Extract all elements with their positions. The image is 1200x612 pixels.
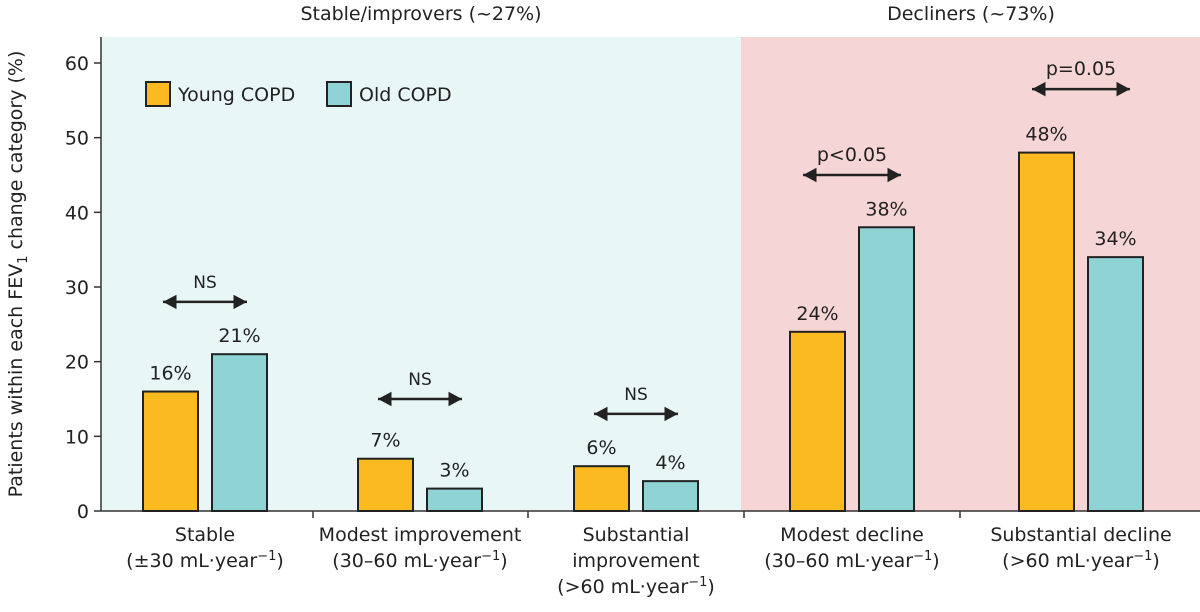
legend-swatch-1 [326,81,352,107]
y-tick-label: 60 [65,53,89,75]
data-label-old-0: 21% [218,325,260,347]
data-label-old-3: 38% [865,198,907,220]
data-label-young-4: 48% [1025,124,1067,146]
group-region-stable [101,37,741,511]
data-label-old-1: 3% [439,460,469,482]
arrow-head [664,406,678,422]
y-tick-label: 30 [65,277,89,299]
data-label-young-1: 7% [370,430,400,452]
category-label-2: (>60 mL·year−1) [557,575,715,598]
bar-young-4 [1018,151,1075,512]
arrow-head [803,167,817,183]
category-label-2: improvement [572,550,700,572]
significance-3: p<0.05 [803,144,901,183]
significance-0: NS [163,273,247,310]
significance-label-0: NS [193,273,217,293]
category-label-1: Modest improvement [319,524,522,546]
legend-label-1: Old COPD [359,84,452,106]
bar-young-2 [573,465,630,513]
arrow-head [594,406,608,422]
data-label-old-4: 34% [1094,228,1136,250]
data-label-young-3: 24% [796,303,838,325]
category-label-4: Substantial decline [990,524,1171,546]
arrow-head [448,391,462,407]
y-tick-label: 0 [77,501,89,523]
data-label-young-2: 6% [586,437,616,459]
category-label-4: (>60 mL·year−1) [1002,549,1160,572]
arrow-head [163,294,177,310]
category-label-1: (30–60 mL·year−1) [332,549,507,572]
significance-2: NS [594,385,678,422]
arrow-head [378,391,392,407]
arrow-head [1032,81,1046,97]
significance-label-1: NS [408,370,432,390]
bar-young-1 [357,457,414,513]
group-label-decliners: Decliners (~73%) [887,3,1055,25]
y-tick-label: 20 [65,352,89,374]
arrow-head [233,294,247,310]
arrow-head [1116,81,1130,97]
bar-old-3 [858,226,915,512]
arrow-head [887,167,901,183]
category-label-0: Stable [175,524,235,546]
legend-label-0: Young COPD [177,84,295,106]
y-axis-label: Patients within each FEV1 change categor… [5,51,31,498]
y-tick-label: 50 [65,128,89,150]
axes: 0 10 20 30 40 50 60 Patients within each FEV1 c… [5,37,1200,523]
bar-old-0 [211,353,268,513]
significance-4: p=0.05 [1032,58,1130,97]
significance-label-4: p=0.05 [1046,58,1116,80]
significance-1: NS [378,370,462,407]
y-tick-label: 40 [65,202,89,224]
bar-old-4 [1087,256,1144,512]
bar-young-0 [142,390,199,512]
bar-old-1 [426,487,483,513]
significance-label-3: p<0.05 [817,144,887,166]
category-label-2: Substantial [583,524,690,546]
data-label-young-0: 16% [149,363,191,385]
annotations: Stable/improvers (~27%) Decliners (~73%) 1… [126,3,1172,598]
bar-old-2 [642,480,699,512]
bars [142,151,1144,513]
significance-label-2: NS [624,385,648,405]
legend-swatch-0 [145,81,171,107]
y-tick-label: 10 [65,426,89,448]
group-label-stable: Stable/improvers (~27%) [300,3,541,25]
category-label-3: (30–60 mL·year−1) [764,549,939,572]
data-label-old-2: 4% [655,452,685,474]
category-label-0: (±30 mL·year−1) [126,549,284,572]
legend: Young COPD Old COPD [145,81,452,107]
category-label-3: Modest decline [780,524,924,546]
bar-young-3 [789,330,846,512]
